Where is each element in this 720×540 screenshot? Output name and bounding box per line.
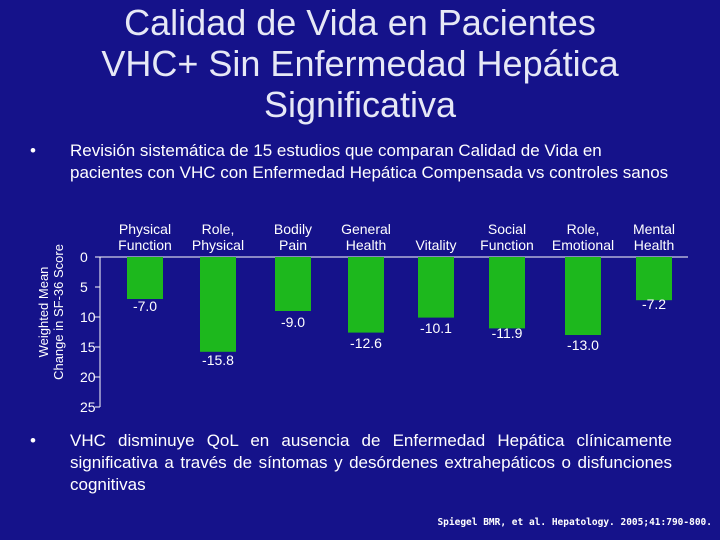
value-label: -15.8 [202,352,234,368]
bar [418,257,454,318]
category-label-line: General [341,221,391,237]
bar [489,257,525,329]
y-axis-label: Weighted MeanChange in SF-36 Score [36,244,66,380]
y-tick-label: 0 [80,249,88,265]
bullet-item: • Revisión sistemática de 15 estudios qu… [30,140,690,210]
value-label: -7.0 [133,298,157,314]
bar [348,257,384,333]
category-label-line: Role, [567,221,600,237]
bar [275,257,311,311]
value-label: -7.2 [642,296,666,312]
bullet-text: Revisión sistemática de 15 estudios que … [70,141,669,182]
category-label: General Health [341,221,391,253]
title-line: Calidad de Vida en Pacientes [124,2,596,43]
category-label-line: Health [346,237,386,253]
category-label: Social Function [480,221,534,253]
category-label-line: Physical [119,221,171,237]
category-label-line: Function [480,237,534,253]
category-label-line: Vitality [416,237,457,253]
category-label-line: Role, [202,221,235,237]
bar [636,257,672,301]
slide-title: Calidad de Vida en Pacientes VHC+ Sin En… [0,2,720,125]
bullet-marker: • [30,431,36,450]
citation: Spiegel BMR, et al. Hepatology. 2005;41:… [437,517,712,528]
value-labels: -7.0 -15.8 -9.0 -12.6 -10.1 -11.9 -13.0 -7.2 [133,296,666,368]
y-axis-title-line: Weighted Mean [36,267,51,358]
value-label: -12.6 [350,335,382,351]
category-label-line: Function [118,237,172,253]
category-label-line: Emotional [552,237,614,253]
y-tick-label: 10 [80,309,96,325]
y-tick-label: 20 [80,369,96,385]
category-label-line: Bodily [274,221,312,237]
y-axis-title: Weighted MeanChange in SF-36 Score [36,244,66,380]
y-tick-label: 15 [80,339,96,355]
value-label: -10.1 [420,320,452,336]
bullet-text: VHC disminuye QoL en ausencia de Enferme… [70,431,672,494]
bullet-item: • VHC disminuye QoL en ausencia de Enfer… [30,430,690,505]
y-tick-label: 25 [80,399,96,415]
title-line: Significativa [263,84,457,125]
value-label: -9.0 [281,314,305,330]
category-label-line: Health [634,237,674,253]
bar [127,257,163,299]
category-label: Role, Physical [192,221,244,253]
category-label-line: Mental [633,221,675,237]
bar [565,257,601,335]
category-label: Physical Function [118,221,172,253]
category-label: Mental Health [633,221,675,253]
bullet-marker: • [30,141,36,160]
category-label: Role, Emotional [552,221,614,253]
category-label-line: Physical [192,237,244,253]
category-label-line: Pain [279,237,307,253]
bar [200,257,236,352]
category-label: Vitality [416,237,457,253]
bar-chart: Weighted MeanChange in SF-36 Score 0 5 10 1… [36,221,688,415]
bars [127,257,672,352]
y-axis-title-line: Change in SF-36 Score [51,244,66,380]
y-tick-label: 5 [80,279,88,295]
category-label-line: Social [488,221,526,237]
category-label: Bodily Pain [274,221,312,253]
value-label: -11.9 [492,325,523,341]
value-label: -13.0 [567,337,599,353]
title-line: VHC+ Sin Enfermedad Hepática [101,43,619,84]
